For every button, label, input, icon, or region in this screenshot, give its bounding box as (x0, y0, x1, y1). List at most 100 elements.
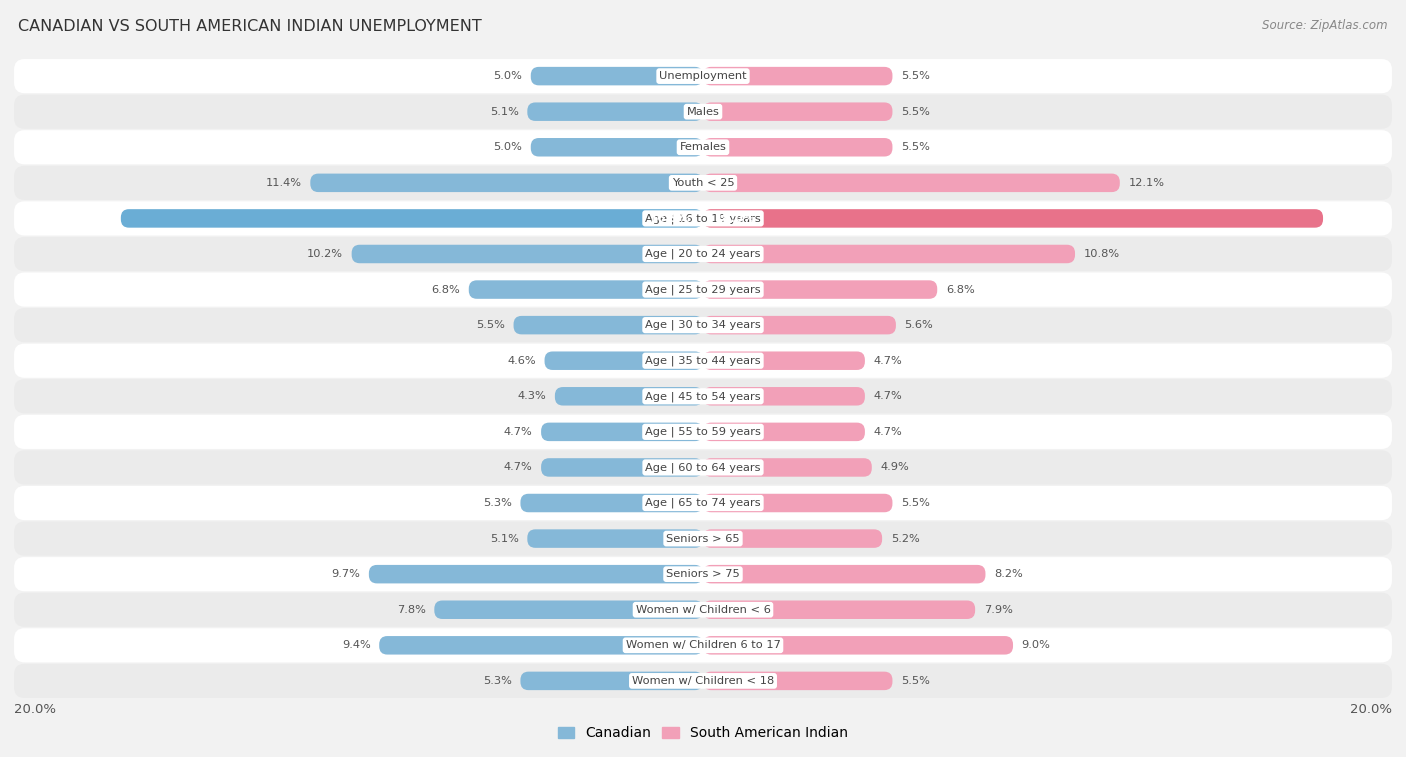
FancyBboxPatch shape (14, 308, 1392, 342)
FancyBboxPatch shape (703, 138, 893, 157)
Text: 16.9%: 16.9% (650, 212, 690, 225)
FancyBboxPatch shape (703, 209, 1323, 228)
FancyBboxPatch shape (14, 664, 1392, 698)
FancyBboxPatch shape (14, 628, 1392, 662)
FancyBboxPatch shape (703, 102, 893, 121)
FancyBboxPatch shape (703, 600, 976, 619)
Text: 4.7%: 4.7% (503, 463, 533, 472)
Text: Age | 65 to 74 years: Age | 65 to 74 years (645, 498, 761, 508)
FancyBboxPatch shape (14, 273, 1392, 307)
FancyBboxPatch shape (703, 565, 986, 584)
Text: 9.0%: 9.0% (1022, 640, 1050, 650)
FancyBboxPatch shape (368, 565, 703, 584)
Text: Women w/ Children < 18: Women w/ Children < 18 (631, 676, 775, 686)
Text: Seniors > 65: Seniors > 65 (666, 534, 740, 544)
FancyBboxPatch shape (14, 379, 1392, 413)
Text: CANADIAN VS SOUTH AMERICAN INDIAN UNEMPLOYMENT: CANADIAN VS SOUTH AMERICAN INDIAN UNEMPL… (18, 19, 482, 34)
FancyBboxPatch shape (14, 166, 1392, 200)
Text: 4.7%: 4.7% (873, 356, 903, 366)
Text: 12.1%: 12.1% (1129, 178, 1164, 188)
Text: 5.5%: 5.5% (901, 107, 929, 117)
Text: Women w/ Children 6 to 17: Women w/ Children 6 to 17 (626, 640, 780, 650)
FancyBboxPatch shape (544, 351, 703, 370)
Text: Females: Females (679, 142, 727, 152)
FancyBboxPatch shape (14, 237, 1392, 271)
FancyBboxPatch shape (14, 130, 1392, 164)
FancyBboxPatch shape (527, 102, 703, 121)
Text: Women w/ Children < 6: Women w/ Children < 6 (636, 605, 770, 615)
Text: 5.5%: 5.5% (477, 320, 505, 330)
Text: Source: ZipAtlas.com: Source: ZipAtlas.com (1263, 19, 1388, 32)
Text: 4.6%: 4.6% (508, 356, 536, 366)
FancyBboxPatch shape (14, 450, 1392, 484)
Legend: Canadian, South American Indian: Canadian, South American Indian (553, 721, 853, 746)
Text: 10.2%: 10.2% (307, 249, 343, 259)
FancyBboxPatch shape (14, 415, 1392, 449)
FancyBboxPatch shape (527, 529, 703, 548)
FancyBboxPatch shape (703, 529, 882, 548)
Text: 5.5%: 5.5% (901, 498, 929, 508)
Text: 5.5%: 5.5% (901, 71, 929, 81)
FancyBboxPatch shape (14, 201, 1392, 235)
Text: 4.9%: 4.9% (880, 463, 910, 472)
Text: 8.2%: 8.2% (994, 569, 1022, 579)
Text: 5.3%: 5.3% (482, 498, 512, 508)
FancyBboxPatch shape (703, 387, 865, 406)
Text: 5.2%: 5.2% (891, 534, 920, 544)
Text: Age | 45 to 54 years: Age | 45 to 54 years (645, 391, 761, 401)
FancyBboxPatch shape (703, 458, 872, 477)
FancyBboxPatch shape (14, 59, 1392, 93)
FancyBboxPatch shape (541, 458, 703, 477)
Text: 4.3%: 4.3% (517, 391, 547, 401)
Text: Age | 30 to 34 years: Age | 30 to 34 years (645, 320, 761, 330)
Text: 5.1%: 5.1% (489, 534, 519, 544)
Text: Age | 55 to 59 years: Age | 55 to 59 years (645, 427, 761, 437)
Text: Age | 60 to 64 years: Age | 60 to 64 years (645, 463, 761, 472)
FancyBboxPatch shape (703, 422, 865, 441)
FancyBboxPatch shape (14, 344, 1392, 378)
Text: 5.6%: 5.6% (904, 320, 934, 330)
Text: 5.5%: 5.5% (901, 142, 929, 152)
FancyBboxPatch shape (14, 95, 1392, 129)
FancyBboxPatch shape (703, 316, 896, 335)
Text: 7.8%: 7.8% (396, 605, 426, 615)
FancyBboxPatch shape (14, 486, 1392, 520)
Text: Unemployment: Unemployment (659, 71, 747, 81)
Text: Age | 35 to 44 years: Age | 35 to 44 years (645, 356, 761, 366)
FancyBboxPatch shape (14, 522, 1392, 556)
Text: 4.7%: 4.7% (873, 427, 903, 437)
FancyBboxPatch shape (121, 209, 703, 228)
Text: 5.3%: 5.3% (482, 676, 512, 686)
Text: 11.4%: 11.4% (266, 178, 302, 188)
FancyBboxPatch shape (703, 67, 893, 86)
Text: 18.0%: 18.0% (716, 212, 756, 225)
FancyBboxPatch shape (468, 280, 703, 299)
FancyBboxPatch shape (703, 494, 893, 512)
FancyBboxPatch shape (531, 138, 703, 157)
FancyBboxPatch shape (703, 245, 1076, 263)
Text: 4.7%: 4.7% (873, 391, 903, 401)
Text: 20.0%: 20.0% (14, 703, 56, 716)
Text: 5.5%: 5.5% (901, 676, 929, 686)
Text: 5.1%: 5.1% (489, 107, 519, 117)
FancyBboxPatch shape (14, 557, 1392, 591)
FancyBboxPatch shape (531, 67, 703, 86)
Text: 20.0%: 20.0% (1350, 703, 1392, 716)
Text: 5.0%: 5.0% (494, 142, 522, 152)
Text: 7.9%: 7.9% (984, 605, 1012, 615)
Text: 6.8%: 6.8% (432, 285, 460, 294)
FancyBboxPatch shape (703, 280, 938, 299)
Text: Youth < 25: Youth < 25 (672, 178, 734, 188)
Text: 9.7%: 9.7% (332, 569, 360, 579)
FancyBboxPatch shape (541, 422, 703, 441)
Text: Seniors > 75: Seniors > 75 (666, 569, 740, 579)
Text: 10.8%: 10.8% (1084, 249, 1119, 259)
Text: 5.0%: 5.0% (494, 71, 522, 81)
Text: 9.4%: 9.4% (342, 640, 371, 650)
FancyBboxPatch shape (513, 316, 703, 335)
FancyBboxPatch shape (555, 387, 703, 406)
Text: 4.7%: 4.7% (503, 427, 533, 437)
FancyBboxPatch shape (311, 173, 703, 192)
FancyBboxPatch shape (703, 173, 1119, 192)
FancyBboxPatch shape (703, 671, 893, 690)
